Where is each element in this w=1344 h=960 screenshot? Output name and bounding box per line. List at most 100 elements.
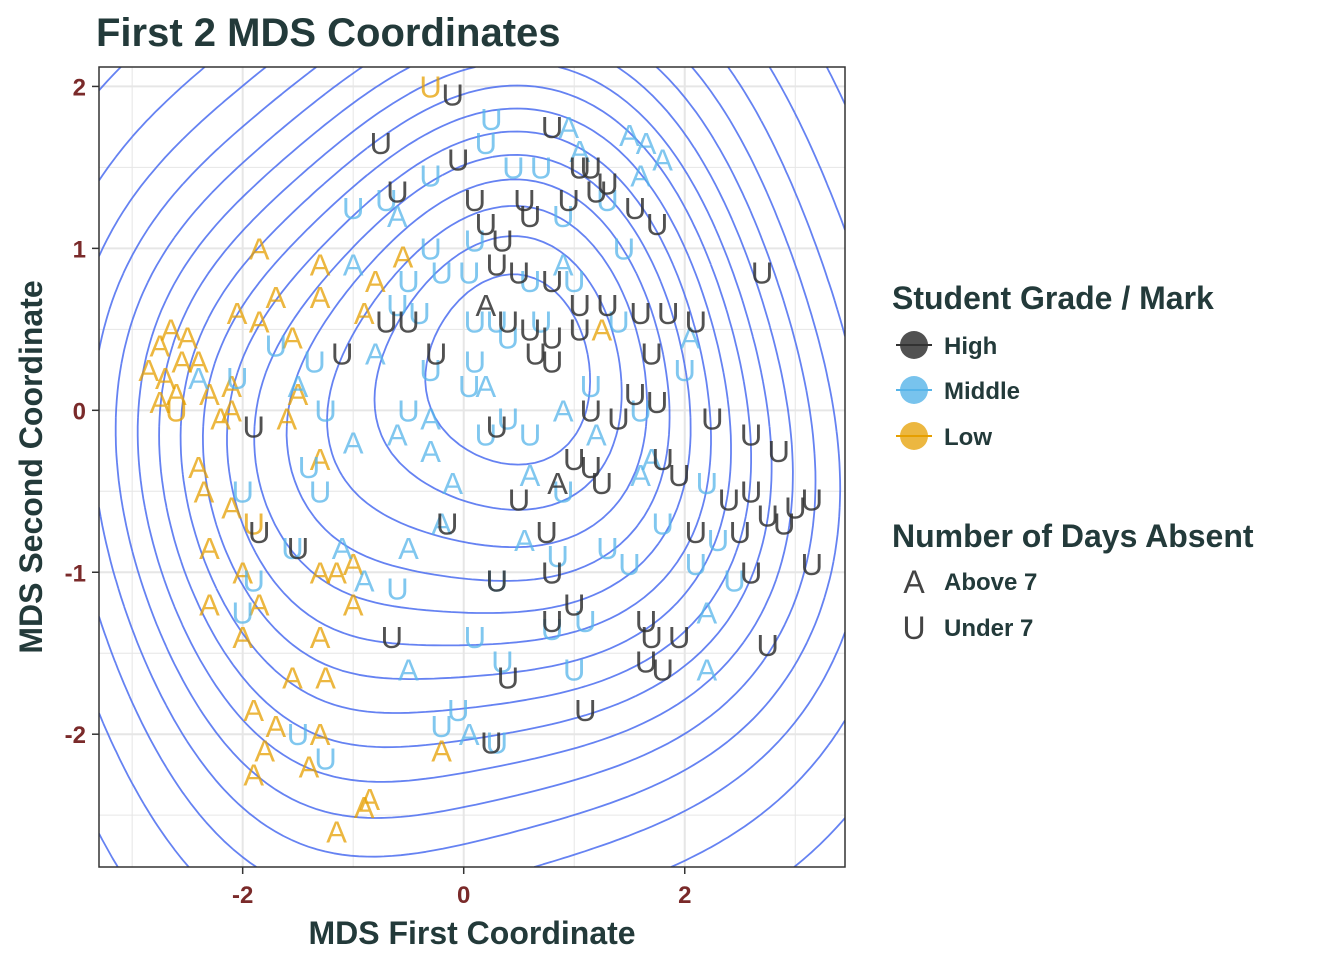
data-point: A xyxy=(310,442,331,477)
data-point: U xyxy=(569,150,591,185)
data-point: U xyxy=(552,199,574,234)
y-tick-label: 0 xyxy=(73,398,86,425)
data-point: A xyxy=(282,661,303,696)
data-point: U xyxy=(524,337,546,372)
data-point: A xyxy=(194,474,215,509)
data-point: U xyxy=(408,296,430,331)
data-point: A xyxy=(558,110,579,145)
data-point: U xyxy=(375,183,397,218)
series-middle: U A AAU A AU U U AUU A U UU UA UA U U U U UU U U U U UU U A U UU AU… xyxy=(188,102,746,777)
data-point: A xyxy=(249,304,270,339)
y-tick-label: 2 xyxy=(73,74,86,101)
data-point: A xyxy=(277,401,298,436)
data-point: A xyxy=(166,377,187,412)
data-point: U xyxy=(580,369,602,404)
data-point: U xyxy=(718,482,740,517)
data-point: U xyxy=(541,320,563,355)
data-point: U xyxy=(287,531,309,566)
legend-label-high: High xyxy=(944,333,997,360)
data-point: U xyxy=(546,539,568,574)
data-point: U xyxy=(386,571,408,606)
data-point: U xyxy=(298,450,320,485)
y-tick-label: 1 xyxy=(73,236,86,263)
data-point: A xyxy=(249,588,270,623)
data-point: U xyxy=(740,555,762,590)
data-point: U xyxy=(767,434,789,469)
data-point: A xyxy=(160,312,181,347)
data-point: U xyxy=(464,223,486,258)
data-point: U xyxy=(563,442,585,477)
data-point: U xyxy=(464,620,486,655)
data-point: A xyxy=(387,418,408,453)
data-point: A xyxy=(359,782,380,817)
data-point: U xyxy=(331,337,353,372)
data-point: U xyxy=(458,369,480,404)
data-point: U xyxy=(668,458,690,493)
data-point: U xyxy=(497,401,519,436)
data-point: A xyxy=(592,312,613,347)
legend-item-above-7: A Above 7 xyxy=(903,564,1037,600)
data-point: A xyxy=(326,814,347,849)
panel-border xyxy=(98,66,846,868)
data-point: A xyxy=(254,733,275,768)
data-point: U xyxy=(580,150,602,185)
data-point: U xyxy=(756,499,778,534)
data-point: A xyxy=(282,320,303,355)
data-point: U xyxy=(497,304,519,339)
contour-line xyxy=(158,67,773,749)
data-point: A xyxy=(680,320,701,355)
data-point: A xyxy=(249,231,270,266)
data-point: U xyxy=(486,725,508,760)
data-point: U xyxy=(629,393,651,428)
data-point: U xyxy=(497,661,519,696)
data-point: U xyxy=(430,709,452,744)
data-point: A xyxy=(398,652,419,687)
data-point: U xyxy=(519,199,541,234)
data-point: A xyxy=(288,377,309,412)
data-point: U xyxy=(486,410,508,445)
data-point: U xyxy=(447,693,469,728)
data-point: U xyxy=(486,563,508,598)
data-point: A xyxy=(354,790,375,825)
data-point: U xyxy=(574,604,596,639)
x-tick-label: 0 xyxy=(457,882,470,909)
data-point: U xyxy=(491,644,513,679)
data-point: U xyxy=(541,604,563,639)
data-point: U xyxy=(618,547,640,582)
data-point: A xyxy=(393,239,414,274)
data-point: A xyxy=(619,118,640,153)
data-point: U xyxy=(243,507,265,542)
data-point: A xyxy=(343,426,364,461)
data-point: U xyxy=(563,264,585,299)
data-point: U xyxy=(231,474,253,509)
data-point: A xyxy=(636,126,657,161)
data-point: U xyxy=(486,248,508,283)
data-point: U xyxy=(519,418,541,453)
data-point: U xyxy=(530,150,552,185)
data-point: U xyxy=(580,450,602,485)
data-point: U xyxy=(397,264,419,299)
data-point: A xyxy=(697,596,718,631)
data-point: U xyxy=(574,693,596,728)
data-point: U xyxy=(226,361,248,396)
data-point: A xyxy=(431,733,452,768)
x-axis-title: MDS First Coordinate xyxy=(308,915,635,951)
contour-line xyxy=(99,67,845,867)
data-point: U xyxy=(563,652,585,687)
data-point: U xyxy=(475,126,497,161)
data-point: A xyxy=(149,385,170,420)
data-point: A xyxy=(310,717,331,752)
data-point: U xyxy=(480,725,502,760)
data-point: A xyxy=(586,418,607,453)
data-point: A xyxy=(232,555,253,590)
data-point: U xyxy=(486,304,508,339)
data-point: A xyxy=(227,296,248,331)
data-point: U xyxy=(381,620,403,655)
data-point: U xyxy=(773,507,795,542)
data-point: A xyxy=(310,248,331,283)
data-point: U xyxy=(541,612,563,647)
data-point: U xyxy=(563,588,585,623)
data-point: U xyxy=(342,191,364,226)
